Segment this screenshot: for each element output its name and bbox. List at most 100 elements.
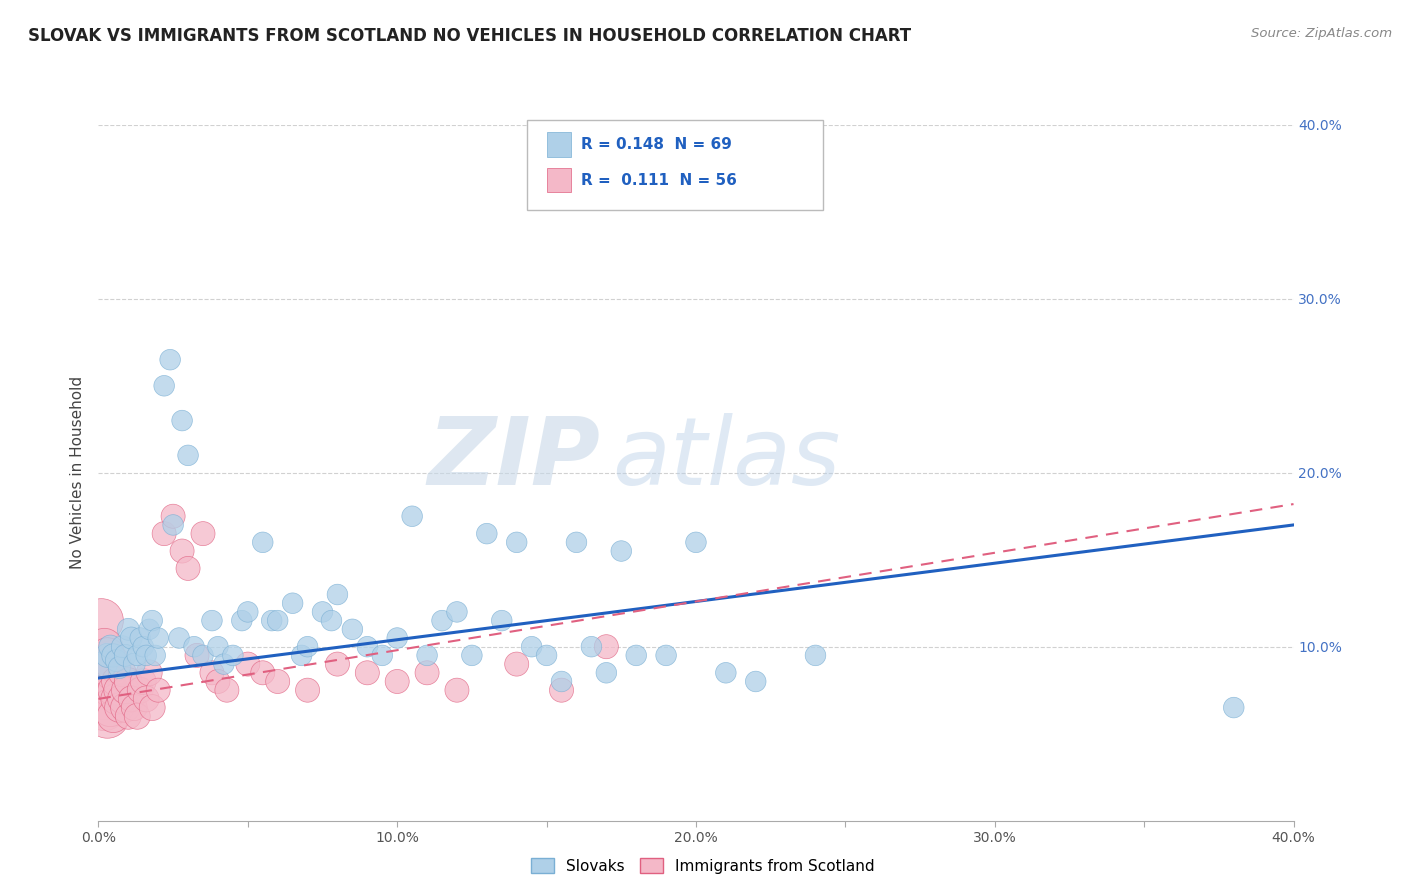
Point <box>236 605 259 619</box>
Point <box>120 631 142 645</box>
Point <box>311 605 333 619</box>
Point <box>745 674 768 689</box>
Point <box>90 665 112 680</box>
Point <box>129 631 152 645</box>
Point <box>105 654 128 668</box>
Point <box>177 448 200 462</box>
Point <box>124 700 146 714</box>
Point <box>267 614 290 628</box>
Point <box>124 657 146 671</box>
Point <box>446 683 468 698</box>
Point <box>655 648 678 663</box>
Text: atlas: atlas <box>613 413 841 504</box>
Point <box>595 640 617 654</box>
Point <box>148 683 170 698</box>
Text: R =  0.111  N = 56: R = 0.111 N = 56 <box>581 173 737 187</box>
Point <box>93 640 115 654</box>
Point <box>297 683 319 698</box>
Point <box>371 648 394 663</box>
Point <box>804 648 827 663</box>
Point <box>167 631 190 645</box>
Point <box>90 614 112 628</box>
Point <box>626 648 648 663</box>
Point <box>114 700 136 714</box>
Point <box>103 683 125 698</box>
Point <box>297 640 319 654</box>
Text: ZIP: ZIP <box>427 413 600 505</box>
Point <box>93 700 115 714</box>
Point <box>108 660 131 674</box>
Point <box>162 509 184 524</box>
Point <box>172 414 194 428</box>
Point <box>143 648 166 663</box>
Point <box>186 648 208 663</box>
Point <box>356 640 378 654</box>
Point <box>93 692 115 706</box>
Point <box>475 526 498 541</box>
Point <box>108 700 131 714</box>
Point <box>93 657 115 671</box>
Point <box>103 657 125 671</box>
Point <box>117 709 139 723</box>
Point <box>120 692 142 706</box>
Point <box>491 614 513 628</box>
Point <box>401 509 423 524</box>
Point <box>685 535 707 549</box>
Point <box>172 544 194 558</box>
Point <box>117 674 139 689</box>
Text: SLOVAK VS IMMIGRANTS FROM SCOTLAND NO VEHICLES IN HOUSEHOLD CORRELATION CHART: SLOVAK VS IMMIGRANTS FROM SCOTLAND NO VE… <box>28 27 911 45</box>
Point <box>100 665 122 680</box>
Point <box>416 665 439 680</box>
Point <box>506 535 529 549</box>
Point <box>581 640 603 654</box>
Point <box>595 665 617 680</box>
Point <box>114 648 136 663</box>
Point <box>385 674 409 689</box>
Point <box>281 596 304 610</box>
Point <box>506 657 529 671</box>
Point <box>135 648 157 663</box>
Point <box>132 674 155 689</box>
Point <box>201 614 224 628</box>
Point <box>127 709 149 723</box>
Point <box>96 648 118 663</box>
Point <box>212 657 235 671</box>
Point <box>385 631 409 645</box>
Point <box>183 640 205 654</box>
Point <box>207 640 229 654</box>
Point <box>550 683 572 698</box>
Point <box>159 352 181 367</box>
Point <box>117 623 139 637</box>
Point <box>141 614 163 628</box>
Point <box>610 544 633 558</box>
Point <box>201 665 224 680</box>
Point <box>96 648 118 663</box>
Point <box>111 640 134 654</box>
Point <box>96 709 118 723</box>
Point <box>177 561 200 575</box>
Point <box>162 517 184 532</box>
Point <box>231 614 253 628</box>
Point <box>342 623 364 637</box>
Point <box>1223 700 1246 714</box>
Y-axis label: No Vehicles in Household: No Vehicles in Household <box>70 376 86 569</box>
Text: Source: ZipAtlas.com: Source: ZipAtlas.com <box>1251 27 1392 40</box>
Point <box>267 674 290 689</box>
Point <box>96 674 118 689</box>
Point <box>103 648 125 663</box>
Point <box>148 631 170 645</box>
Point <box>138 623 160 637</box>
Point <box>191 526 214 541</box>
Point <box>191 648 214 663</box>
Point <box>326 657 349 671</box>
Point <box>153 526 176 541</box>
Point <box>105 674 128 689</box>
Point <box>127 648 149 663</box>
Point <box>100 700 122 714</box>
Point <box>565 535 588 549</box>
Point <box>520 640 543 654</box>
Point <box>153 378 176 392</box>
Point <box>114 683 136 698</box>
Point <box>100 683 122 698</box>
Point <box>100 640 122 654</box>
